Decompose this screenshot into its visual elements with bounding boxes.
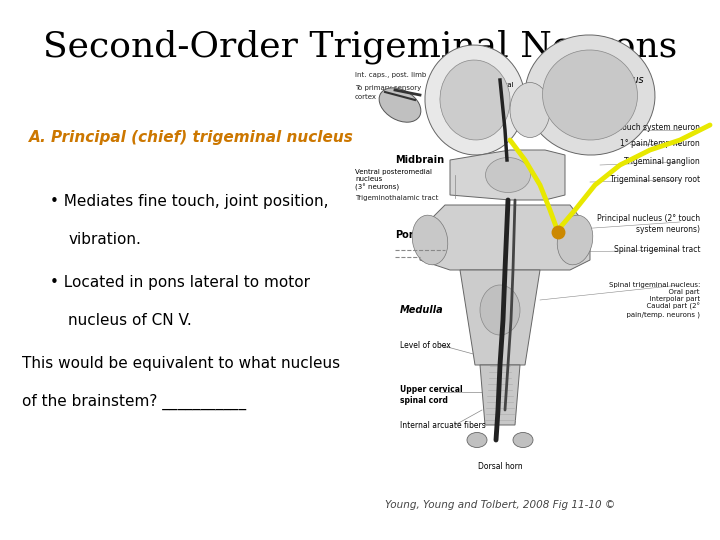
Text: Upper cervical
spinal cord: Upper cervical spinal cord (400, 386, 463, 404)
Ellipse shape (379, 88, 421, 122)
Ellipse shape (525, 35, 655, 155)
Ellipse shape (413, 215, 448, 265)
Text: Spinal trigeminal tract: Spinal trigeminal tract (613, 246, 700, 254)
Polygon shape (460, 270, 540, 365)
Text: To primary sensory: To primary sensory (355, 85, 421, 91)
Text: of the brainstem? ___________: of the brainstem? ___________ (22, 394, 246, 410)
Text: Level of obex: Level of obex (400, 341, 451, 349)
Text: 1° pain/temp neuron: 1° pain/temp neuron (620, 139, 700, 148)
Text: Ventral posteromedial
nucleus
(3° neurons): Ventral posteromedial nucleus (3° neuron… (355, 170, 432, 191)
Text: Thalamus: Thalamus (596, 75, 644, 85)
Ellipse shape (485, 158, 531, 192)
Text: vibration.: vibration. (68, 232, 141, 247)
Polygon shape (480, 365, 520, 425)
Ellipse shape (440, 60, 510, 140)
Text: Pons: Pons (395, 230, 421, 240)
Ellipse shape (557, 215, 593, 265)
Text: Principal nucleus (2° touch
system neurons): Principal nucleus (2° touch system neuro… (597, 214, 700, 234)
Text: 1° touch system neuron: 1° touch system neuron (608, 123, 700, 132)
Text: Second-Order Trigeminal Neurons: Second-Order Trigeminal Neurons (43, 30, 677, 64)
Text: Trigeminal sensory root: Trigeminal sensory root (610, 176, 700, 185)
Text: Midbrain: Midbrain (395, 155, 444, 165)
Text: Spinal trigeminal nucleus:
  Oral part
  Interpolar part
  Caudal part (2°
  pai: Spinal trigeminal nucleus: Oral part Int… (608, 282, 700, 318)
Ellipse shape (542, 50, 637, 140)
Text: • Mediates fine touch, joint position,: • Mediates fine touch, joint position, (50, 194, 329, 210)
Ellipse shape (480, 285, 520, 335)
Text: Medulla: Medulla (400, 305, 444, 315)
Ellipse shape (425, 45, 525, 155)
Text: Trigeminal ganglion: Trigeminal ganglion (624, 158, 700, 166)
Polygon shape (420, 205, 590, 270)
Polygon shape (450, 150, 565, 200)
Text: Int. caps., post. limb: Int. caps., post. limb (355, 72, 426, 78)
Text: Young, Young and Tolbert, 2008 Fig 11-10 ©: Young, Young and Tolbert, 2008 Fig 11-10… (385, 500, 615, 510)
Ellipse shape (510, 83, 550, 138)
Text: Ventral
posterolateral
nucleus: Ventral posterolateral nucleus (466, 75, 514, 95)
Text: Internal arcuate fibers: Internal arcuate fibers (400, 421, 486, 429)
Text: Trigeminothalamic tract: Trigeminothalamic tract (355, 195, 438, 201)
Ellipse shape (513, 433, 533, 448)
Text: This would be equivalent to what nucleus: This would be equivalent to what nucleus (22, 356, 340, 372)
Text: Dorsal horn: Dorsal horn (477, 462, 522, 471)
Text: A. Principal (chief) trigeminal nucleus: A. Principal (chief) trigeminal nucleus (29, 130, 354, 145)
Text: • Located in pons lateral to motor: • Located in pons lateral to motor (50, 275, 310, 291)
Text: cortex: cortex (355, 94, 377, 100)
Text: nucleus of CN V.: nucleus of CN V. (68, 313, 192, 328)
Ellipse shape (467, 433, 487, 448)
